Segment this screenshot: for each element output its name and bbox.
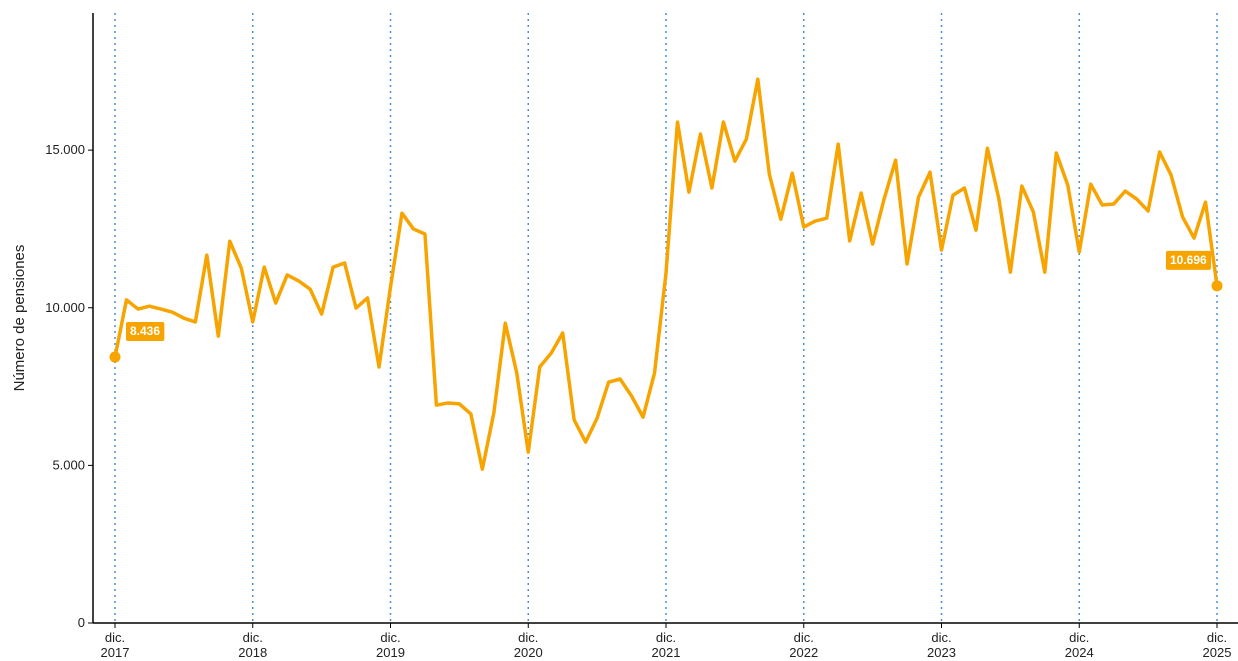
y-tick-label: 15.000 (45, 142, 85, 157)
value-label-box (1165, 250, 1211, 270)
value-label-box (126, 322, 165, 342)
x-tick-label: dic. 2021 (651, 630, 681, 660)
line (113, 77, 1219, 471)
end-point (1211, 280, 1223, 292)
value-label-text: 8.436 (130, 324, 160, 338)
x-tick-label: dic. 2025 (1202, 630, 1232, 660)
x-tick-label: dic. 2017 (100, 630, 130, 660)
y-tick-label: 10.000 (45, 300, 85, 315)
value-label: 8.436 (126, 322, 165, 342)
x-tick-label: dic. 2018 (238, 630, 268, 660)
y-axis-label: Número de pensiones (11, 245, 28, 392)
x-tick-label: dic. 2020 (513, 630, 543, 660)
x-tick-label: dic. 2023 (927, 630, 956, 660)
y-tick-label: 0 (78, 615, 85, 630)
value-label: 10.696 (1165, 250, 1211, 270)
end-point (109, 351, 121, 363)
y-tick-label: 5.000 (52, 457, 85, 472)
x-tick-label: dic. 2022 (789, 630, 819, 660)
x-tick-label: dic. 2024 (1064, 630, 1094, 660)
x-tick-label: dic. 2019 (376, 630, 405, 660)
value-label-text: 10.696 (1170, 253, 1207, 267)
